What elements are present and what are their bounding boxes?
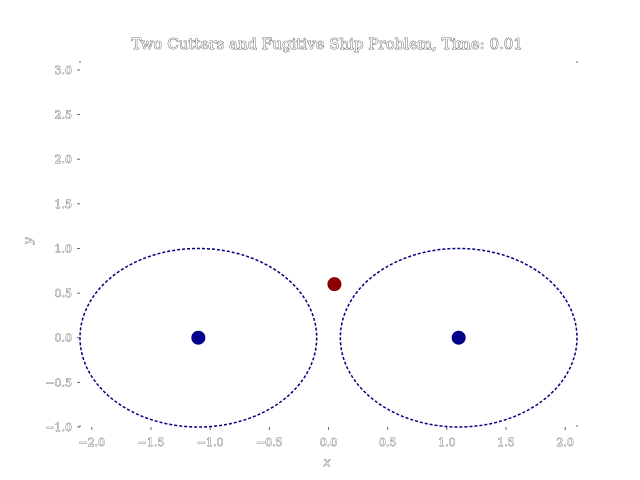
x-axis-label: x (324, 455, 331, 469)
x-tick-label: −1.0 (197, 436, 224, 449)
x-tick-label: 1.0 (438, 436, 456, 449)
y-tick-label: 2.5 (55, 109, 73, 122)
x-tick-label: −1.5 (138, 436, 165, 449)
y-tick-label: 0.0 (55, 332, 73, 345)
cutter-range-circle (339, 247, 578, 428)
y-axis-label: y (21, 237, 35, 245)
y-tick-label: 2.0 (55, 153, 73, 166)
x-tick-label: 0.5 (379, 436, 397, 449)
y-tick-label: 1.5 (55, 198, 73, 211)
y-tick-label: −1.0 (45, 421, 72, 434)
y-tick-label: 0.5 (55, 287, 73, 300)
y-tick-label: 3.0 (55, 64, 73, 77)
y-tick-label: 1.0 (55, 242, 73, 255)
points (191, 277, 466, 345)
chart-title: Two Cutters and Fugitive Ship Problem, T… (131, 35, 523, 53)
cutter-range-circle (79, 247, 318, 428)
x-tick-label: −2.0 (78, 436, 105, 449)
x-tick-label: 2.0 (556, 436, 574, 449)
x-tick-label: 1.5 (497, 436, 515, 449)
x-tick-label: −0.5 (256, 436, 283, 449)
cutter-point (191, 330, 206, 345)
circles (79, 247, 578, 428)
x-tick-label: 0.0 (320, 436, 338, 449)
cutter-point (451, 330, 466, 345)
y-tick-label: −0.5 (45, 376, 72, 389)
fugitive-ship-point (327, 277, 342, 292)
axes: −2.0 −1.5 −1.0 −0.5 0.0 0.5 1.0 1.5 2.0 −1.0 −0.5 0… (45, 61, 578, 449)
